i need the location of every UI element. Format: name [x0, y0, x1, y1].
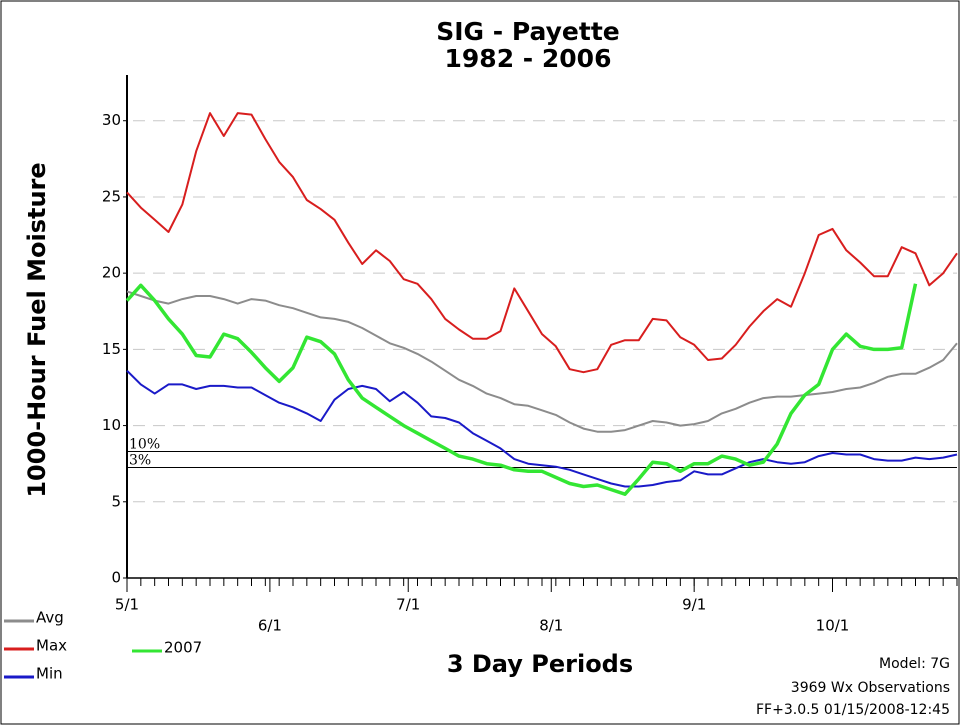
x-tick-label: 6/1 [258, 617, 282, 635]
y-axis-title: 1000-Hour Fuel Moisture [23, 162, 51, 497]
x-tick-label: 9/1 [682, 596, 706, 614]
series-line [125, 283, 918, 496]
y-tick-label: 20 [102, 264, 121, 282]
note: FF+3.0.5 01/15/2008-12:45 [756, 702, 950, 718]
y-tick-label: 5 [111, 492, 121, 510]
reference-label: 10% [129, 436, 160, 452]
x-tick-label: 7/1 [396, 596, 420, 614]
x-tick-label: 5/1 [115, 596, 139, 614]
legend-label: Min [36, 665, 63, 683]
y-tick-label: 25 [102, 187, 121, 205]
legend-label: Avg [36, 609, 64, 627]
x-axis-title: 3 Day Periods [447, 650, 633, 678]
y-tick-label: 10 [102, 416, 121, 434]
legend-label: Max [36, 637, 67, 655]
series-line [126, 112, 958, 374]
y-tick-label: 0 [111, 569, 121, 587]
legend-label: 2007 [164, 639, 202, 657]
y-tick-label: 15 [102, 340, 121, 358]
note: Model: 7G [879, 656, 950, 672]
note: 3969 Wx Observations [791, 680, 950, 696]
x-tick-label: 8/1 [539, 617, 563, 635]
series-line [126, 369, 958, 488]
series-line [126, 290, 958, 433]
reference-label: 3% [129, 452, 151, 468]
chart-title: SIG - Payette [436, 17, 619, 46]
y-tick-label: 30 [102, 111, 121, 129]
chart-subtitle: 1982 - 2006 [445, 44, 612, 73]
x-tick-label: 10/1 [816, 617, 850, 635]
